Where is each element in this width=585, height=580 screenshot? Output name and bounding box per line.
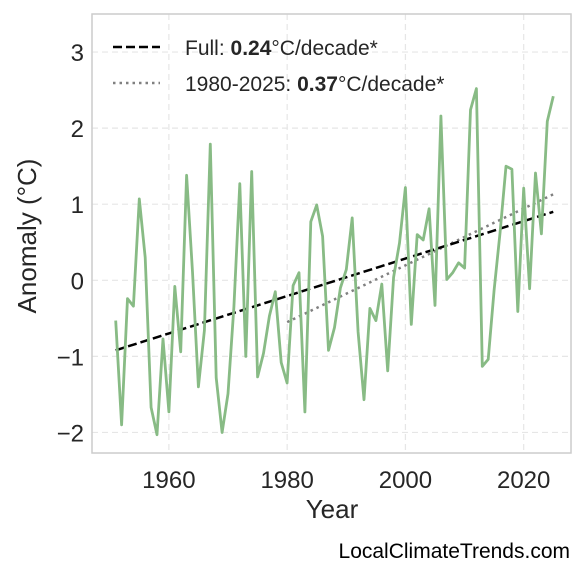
y-axis-title: Anomaly (°C) xyxy=(12,159,42,314)
x-tick-label: 1960 xyxy=(142,467,195,494)
legend-recent-value: 0.37 xyxy=(297,73,338,96)
y-tick-label: 3 xyxy=(71,40,84,67)
legend-label-recent: 1980-2025: 0.37°C/decade* xyxy=(185,73,444,96)
x-tick-label: 1980 xyxy=(260,467,313,494)
x-tick-label: 2000 xyxy=(379,467,432,494)
legend: Full: 0.24°C/decade* 1980-2025: 0.37°C/d… xyxy=(113,37,444,96)
x-tick-labels: 1960 1980 2000 2020 xyxy=(142,467,550,494)
y-tick-label: 0 xyxy=(71,268,84,295)
x-axis-title: Year xyxy=(306,494,359,524)
legend-label-full: Full: 0.24°C/decade* xyxy=(185,37,378,60)
y-tick-labels: −2 −1 0 1 2 3 xyxy=(57,40,84,447)
series-line-anomaly xyxy=(114,87,555,437)
source-label: LocalClimateTrends.com xyxy=(338,540,570,563)
legend-full-prefix: Full: xyxy=(185,37,231,60)
legend-full-suffix: °C/decade* xyxy=(271,37,377,60)
y-tick-label: −2 xyxy=(57,420,84,447)
series xyxy=(114,87,555,437)
legend-recent-suffix: °C/decade* xyxy=(338,73,444,96)
legend-full-value: 0.24 xyxy=(231,37,272,60)
y-tick-label: 1 xyxy=(71,192,84,219)
legend-recent-prefix: 1980-2025: xyxy=(185,73,297,96)
y-tick-label: −1 xyxy=(57,344,84,371)
x-tick-label: 2020 xyxy=(497,467,550,494)
y-tick-label: 2 xyxy=(71,116,84,143)
plot-frame xyxy=(91,13,572,454)
